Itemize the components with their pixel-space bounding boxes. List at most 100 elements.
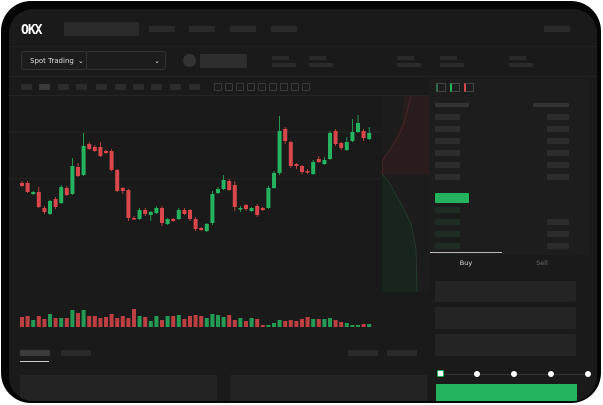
slider-stop[interactable] bbox=[548, 371, 554, 377]
interval-button[interactable] bbox=[39, 84, 50, 90]
tab-sell[interactable]: Sell bbox=[506, 252, 578, 272]
bid-price bbox=[435, 243, 460, 249]
nav-item[interactable] bbox=[271, 26, 297, 32]
volume-bar bbox=[48, 314, 52, 327]
slider-handle[interactable] bbox=[437, 370, 444, 377]
candle-body bbox=[367, 133, 372, 139]
nav-item[interactable] bbox=[544, 26, 570, 32]
interval-button[interactable] bbox=[58, 84, 69, 90]
interval-button[interactable] bbox=[133, 84, 144, 90]
interval-button[interactable] bbox=[170, 84, 181, 90]
candlestick-chart[interactable] bbox=[9, 9, 597, 401]
candle-body bbox=[361, 131, 366, 138]
candle-body bbox=[171, 219, 176, 221]
candle-body bbox=[238, 208, 243, 210]
volume-bar bbox=[333, 320, 338, 327]
candle-body bbox=[59, 187, 64, 203]
candle-body bbox=[137, 210, 142, 219]
line-icon[interactable] bbox=[258, 83, 266, 91]
ask-price bbox=[435, 150, 460, 156]
candle-body bbox=[272, 173, 276, 188]
search-placeholder[interactable] bbox=[64, 22, 139, 36]
volume-bar bbox=[255, 319, 260, 327]
candle-body bbox=[350, 132, 355, 141]
tab-open-orders[interactable] bbox=[20, 350, 50, 356]
candle-body bbox=[210, 194, 215, 223]
ask-price bbox=[435, 114, 460, 120]
stat-value bbox=[309, 63, 333, 67]
indicator-icon[interactable] bbox=[214, 83, 222, 91]
stat-value bbox=[509, 63, 533, 67]
active-tab-indicator bbox=[20, 361, 49, 362]
settings-icon[interactable] bbox=[291, 83, 299, 91]
filter-button[interactable] bbox=[387, 350, 417, 356]
volume-bar bbox=[227, 315, 232, 327]
volume-bar bbox=[148, 321, 153, 327]
camera-icon[interactable] bbox=[280, 83, 288, 91]
candle-body bbox=[160, 208, 164, 223]
candle-body bbox=[115, 170, 120, 191]
stat-label bbox=[440, 56, 457, 60]
buy-submit-button[interactable] bbox=[436, 384, 577, 401]
volume-bar bbox=[176, 315, 181, 327]
draw-icon[interactable] bbox=[236, 83, 244, 91]
book-both-icon[interactable] bbox=[436, 83, 446, 92]
ask-price bbox=[435, 174, 460, 180]
tab-sell-label: Sell bbox=[536, 259, 548, 267]
candle-body bbox=[260, 208, 265, 210]
volume-bar bbox=[221, 317, 226, 327]
total-input[interactable] bbox=[435, 334, 576, 356]
candle-body bbox=[204, 224, 209, 231]
candle-body bbox=[176, 210, 181, 219]
depth-ask-line bbox=[381, 95, 412, 175]
ruler-icon[interactable] bbox=[269, 83, 277, 91]
chevron-down-icon[interactable] bbox=[247, 83, 255, 91]
ask-price bbox=[435, 162, 460, 168]
candle-body bbox=[356, 123, 360, 132]
amount-input[interactable] bbox=[435, 307, 576, 329]
slider-stop[interactable] bbox=[474, 371, 480, 377]
volume-bar bbox=[199, 316, 204, 327]
interval-button[interactable] bbox=[115, 84, 126, 90]
volume-bar bbox=[210, 314, 215, 327]
candle-body bbox=[216, 189, 220, 193]
interval-button[interactable] bbox=[151, 84, 162, 90]
candle-body bbox=[25, 183, 30, 192]
candle-body bbox=[143, 210, 148, 214]
price-input[interactable] bbox=[435, 281, 576, 302]
book-bids-icon[interactable] bbox=[450, 83, 460, 92]
fullscreen-icon[interactable] bbox=[302, 83, 310, 91]
ask-size bbox=[547, 150, 569, 156]
candle-body bbox=[277, 131, 282, 173]
interval-button[interactable] bbox=[96, 84, 107, 90]
pair-dropdown[interactable]: ⌄ bbox=[86, 51, 166, 70]
volume-bar bbox=[277, 320, 282, 327]
slider-stop[interactable] bbox=[511, 371, 517, 377]
interval-button[interactable] bbox=[76, 84, 87, 90]
nav-item[interactable] bbox=[189, 26, 215, 32]
nav-item[interactable] bbox=[149, 26, 175, 32]
slider-stop[interactable] bbox=[585, 371, 591, 377]
interval-button[interactable] bbox=[189, 84, 200, 90]
candle-body bbox=[36, 192, 41, 207]
candle-body bbox=[244, 205, 248, 209]
volume-bar bbox=[64, 318, 69, 327]
bid-size bbox=[547, 231, 569, 237]
candle-body bbox=[232, 185, 237, 207]
volume-bar bbox=[182, 319, 187, 327]
trading-mode-dropdown[interactable]: Spot Trading ⌄ bbox=[21, 51, 87, 70]
chevron-down-icon[interactable] bbox=[225, 83, 233, 91]
volume-bar bbox=[300, 319, 304, 327]
tab-buy[interactable]: Buy bbox=[430, 252, 502, 273]
candle-body bbox=[288, 142, 293, 166]
stat-value bbox=[397, 63, 421, 67]
nav-item[interactable] bbox=[230, 26, 256, 32]
book-asks-icon[interactable] bbox=[464, 83, 474, 92]
interval-button[interactable] bbox=[21, 84, 32, 90]
candle-body bbox=[64, 188, 69, 195]
candle-body bbox=[42, 208, 47, 212]
filter-button[interactable] bbox=[348, 350, 378, 356]
volume-bar bbox=[115, 318, 120, 327]
tab-order-history[interactable] bbox=[61, 350, 91, 356]
stat-value bbox=[272, 63, 296, 67]
